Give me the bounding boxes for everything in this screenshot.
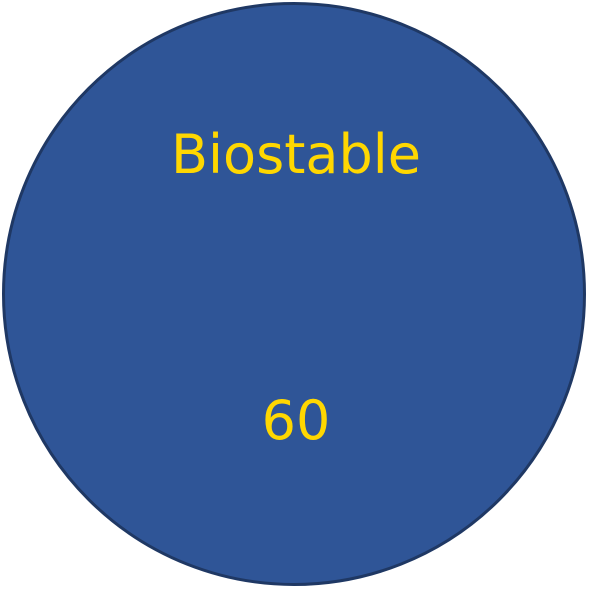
- biostable-circle: [2, 2, 586, 586]
- circle-title: Biostable: [171, 123, 421, 186]
- circle-value: 60: [261, 389, 331, 452]
